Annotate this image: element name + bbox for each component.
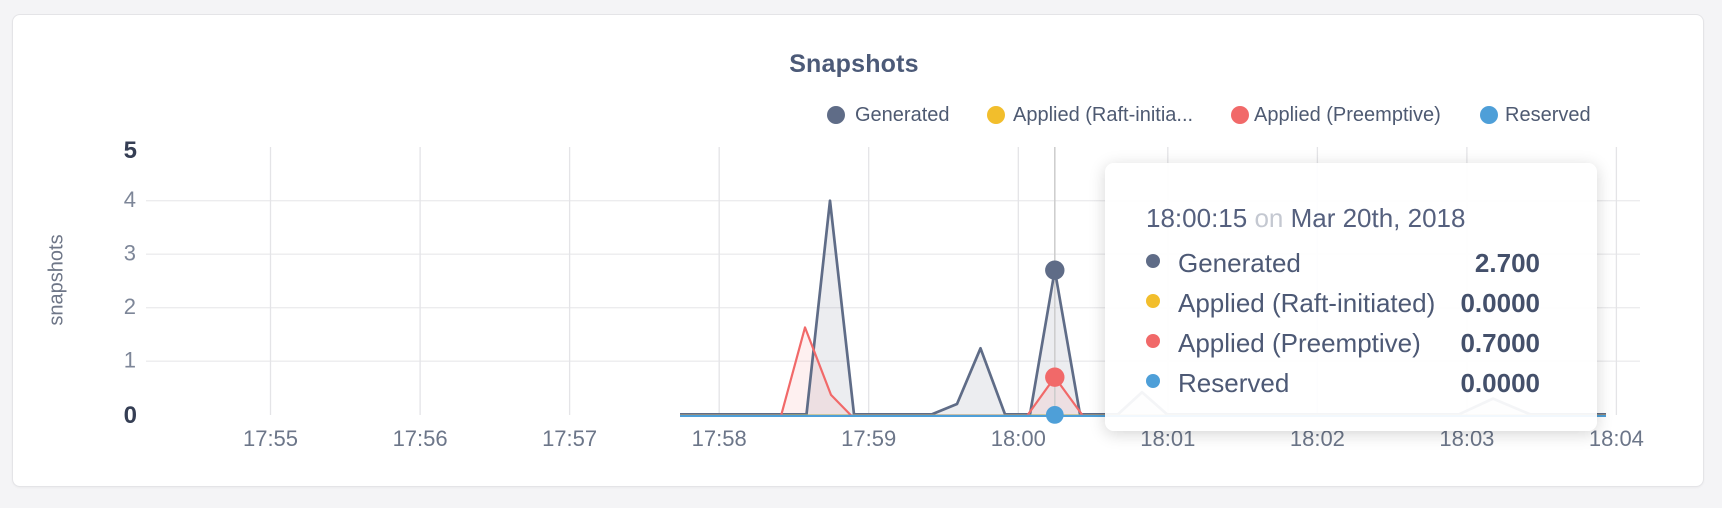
svg-text:17:55: 17:55 [243, 426, 298, 451]
svg-text:17:59: 17:59 [841, 426, 896, 451]
svg-text:18:00: 18:00 [991, 426, 1046, 451]
svg-text:3: 3 [124, 241, 136, 266]
svg-text:2: 2 [124, 294, 136, 319]
svg-text:17:56: 17:56 [393, 426, 448, 451]
svg-text:0: 0 [124, 402, 137, 429]
svg-text:4: 4 [124, 187, 136, 212]
svg-text:5: 5 [124, 137, 137, 164]
svg-text:1: 1 [124, 348, 136, 373]
svg-text:snapshots: snapshots [46, 234, 68, 325]
svg-text:17:57: 17:57 [542, 426, 597, 451]
svg-text:17:58: 17:58 [692, 426, 747, 451]
svg-text:18:04: 18:04 [1589, 426, 1644, 451]
